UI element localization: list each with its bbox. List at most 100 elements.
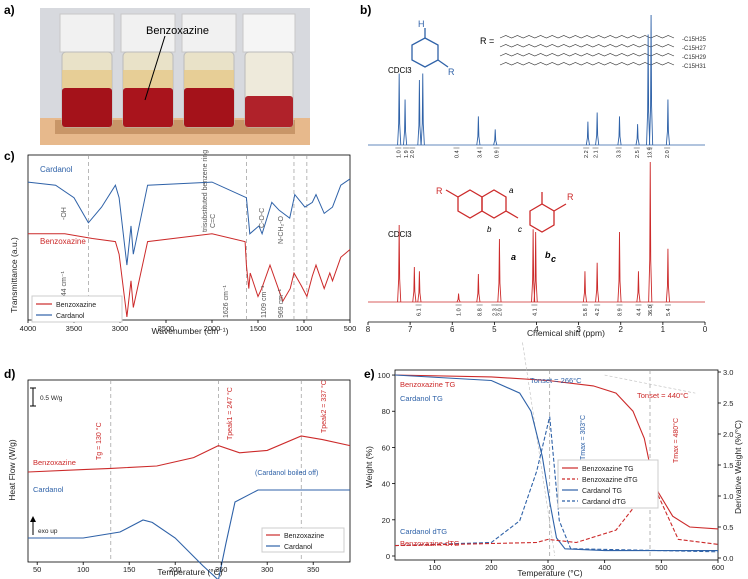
tga-ylabel: Weight (%) bbox=[364, 446, 374, 488]
nmr-xtick-label-7: 1 bbox=[661, 325, 666, 334]
dsc-scale-bar bbox=[30, 387, 36, 407]
solvent-label-bottom: CDCl3 bbox=[388, 230, 412, 239]
nmr-peak-cardanol-12 bbox=[665, 99, 670, 146]
nmr-integral-top-4: 3.4 bbox=[478, 150, 484, 158]
ftir-xtick-label-4: 2000 bbox=[204, 324, 221, 333]
tga-xtick-label-5: 600 bbox=[712, 563, 725, 572]
dsc-legend-benzoxazine: Benzoxazine bbox=[284, 533, 324, 540]
tga-xtick-label-1: 200 bbox=[485, 563, 498, 572]
exo-arrow bbox=[30, 516, 36, 535]
ftir-xtick-label-6: 1000 bbox=[296, 324, 313, 333]
ftir-oh-label: -OH bbox=[61, 207, 68, 220]
tga-series-cardanol-tg bbox=[394, 374, 718, 552]
nmr-integral-top-2: 2.0 bbox=[410, 150, 416, 158]
tga-legend-cd-tg: Cardanol TG bbox=[582, 488, 622, 495]
nmr-peak-c: c bbox=[551, 254, 556, 264]
tga-xtick-label-0: 100 bbox=[428, 563, 441, 572]
bz-site-b: b bbox=[487, 225, 492, 234]
nmr-peak-cardanol-1 bbox=[403, 99, 408, 146]
nmr-integral-top-7: 2.1 bbox=[593, 150, 599, 158]
tga-onset-tangent-cardanol bbox=[522, 342, 556, 557]
ftir-plot: 4000 3500 3000 2500 2000 1500 1000 500 bbox=[20, 154, 357, 333]
ftir-969-label: 969 cm⁻¹ bbox=[278, 288, 285, 318]
nmr-xtick-label-3: 5 bbox=[492, 325, 497, 334]
ftir-1626-label: 1626 cm⁻¹ bbox=[223, 284, 230, 318]
tga-xtick-label-4: 500 bbox=[655, 563, 668, 572]
tga-xlabel: Temperature (°C) bbox=[517, 568, 582, 578]
ftir-benzene-label: trisubstituted benzene ring bbox=[202, 150, 209, 232]
dsc-xtick-label-1: 100 bbox=[77, 565, 90, 574]
dsc-benzoxazine-label: Benzoxazine bbox=[33, 458, 76, 467]
struct-r-label: R bbox=[448, 67, 455, 77]
panel-b-label: b) bbox=[360, 3, 371, 17]
solvent-label-top: CDCl3 bbox=[388, 66, 412, 75]
dsc-series-cardanol bbox=[28, 489, 350, 579]
nmr-peak-benzoxazine-9 bbox=[595, 262, 600, 303]
nmr-peak-cardanol-5 bbox=[493, 129, 498, 146]
panel-e-label: e) bbox=[364, 367, 375, 381]
nmr-integral-bottom-6: 5.8 bbox=[583, 308, 589, 316]
ftir-xtick-label-7: 500 bbox=[344, 324, 357, 333]
bz-site-a: a bbox=[509, 186, 514, 195]
tga-tmax-benzoxazine: Tmax = 480°C bbox=[672, 418, 680, 463]
nmr-peak-cardanol-4 bbox=[476, 116, 481, 146]
r-chain-zigzags bbox=[499, 35, 675, 66]
nmr-xtick-label-1: 7 bbox=[408, 325, 413, 334]
dsc-xtick-label-0: 50 bbox=[33, 565, 41, 574]
ftir-legend-benzoxazine: Benzoxazine bbox=[56, 302, 96, 309]
ftir-xtick-label-2: 3000 bbox=[112, 324, 129, 333]
tga-y2label: Derivative Weight (%/°C) bbox=[733, 420, 743, 514]
tga-ytick-label-5: 100 bbox=[377, 371, 390, 380]
nmr-integral-bottom-9: 4.4 bbox=[636, 308, 642, 316]
nmr-xtick-label-4: 4 bbox=[534, 325, 539, 334]
tga-series-benzoxazine-dtg bbox=[394, 476, 719, 547]
ftir-1109-label: 1109 cm⁻¹ bbox=[261, 285, 268, 318]
nmr-xlabel: Chemical shift (ppm) bbox=[527, 328, 605, 338]
ftir-ylabel: Transmittance (a.u.) bbox=[9, 237, 19, 313]
nmr-integral-bottom-5: 4.1 bbox=[532, 308, 538, 316]
nmr-peak-a: a bbox=[511, 252, 516, 262]
ftir-series-benzoxazine bbox=[28, 233, 351, 317]
r-chain-zigzag-1 bbox=[499, 35, 675, 39]
nmr-peak-cardanol-10 bbox=[646, 34, 651, 146]
tga-cardanol-tg-label: Cardanol TG bbox=[400, 394, 443, 403]
tga-tmax-cardanol: Tmax = 303°C bbox=[579, 415, 587, 460]
nmr-peak-benzoxazine-12 bbox=[648, 161, 653, 303]
tga-tonset-cardanol: Tonset = 266°C bbox=[530, 376, 582, 385]
panel-c-label: c) bbox=[4, 149, 15, 163]
callout-line bbox=[144, 35, 166, 101]
nmr-peak-cardanol-2 bbox=[417, 79, 422, 146]
tga-plot: 100 200 300 400 500 600 0 20 40 60 80 100 0.0 0.5 1.0 1… bbox=[377, 342, 733, 572]
dsc-cardanol-label: Cardanol bbox=[33, 485, 64, 494]
nmr-peak-cardanol-6 bbox=[585, 121, 590, 146]
dsc-xtick-label-4: 250 bbox=[215, 565, 228, 574]
tga-y2tick-label-3: 1.5 bbox=[723, 461, 733, 470]
nmr-integral-bottom-4: 2.0 bbox=[497, 308, 503, 316]
r-chain-4: -C15H31 bbox=[682, 64, 707, 70]
dsc-xtick-label-2: 150 bbox=[123, 565, 136, 574]
tga-cardanol-dtg-label: Cardanol dTG bbox=[400, 527, 447, 536]
bz-r-left: R bbox=[436, 186, 443, 196]
nmr-xtick-label-6: 2 bbox=[619, 325, 624, 334]
dsc-legend: Benzoxazine Cardanol bbox=[261, 527, 345, 553]
ftir-3344-label: 3344 cm⁻¹ bbox=[61, 270, 68, 304]
nmr-peak-benzoxazine-5 bbox=[497, 238, 502, 303]
tga-benzoxazine-tg-label: Benzoxazine TG bbox=[400, 380, 455, 389]
r-chain-zigzag-3 bbox=[499, 53, 675, 57]
nmr-integral-top-0: 1.0 bbox=[396, 150, 402, 158]
cardanol-structure bbox=[411, 28, 449, 68]
nmr-peak-benzoxazine-0 bbox=[397, 224, 402, 303]
nmr-peak-benzoxazine-7 bbox=[533, 231, 538, 303]
ftir-cardanol-label: Cardanol bbox=[40, 165, 73, 174]
benzoxazine-structure bbox=[445, 189, 567, 233]
vial-4 bbox=[242, 13, 296, 128]
tga-xtick-label-3: 400 bbox=[598, 563, 611, 572]
nmr-integral-top-3: 0.4 bbox=[454, 150, 460, 158]
nmr-peak-cardanol-8 bbox=[617, 116, 622, 146]
bz-r-right: R bbox=[567, 192, 574, 202]
nmr-xtick-label-2: 6 bbox=[450, 325, 455, 334]
nmr-peak-benzoxazine-1 bbox=[412, 266, 417, 303]
dsc-tpeak2-label: Tpeak2 = 337 °C bbox=[320, 380, 328, 433]
exo-up-label: exo up bbox=[38, 528, 58, 535]
ftir-frame bbox=[27, 154, 351, 321]
